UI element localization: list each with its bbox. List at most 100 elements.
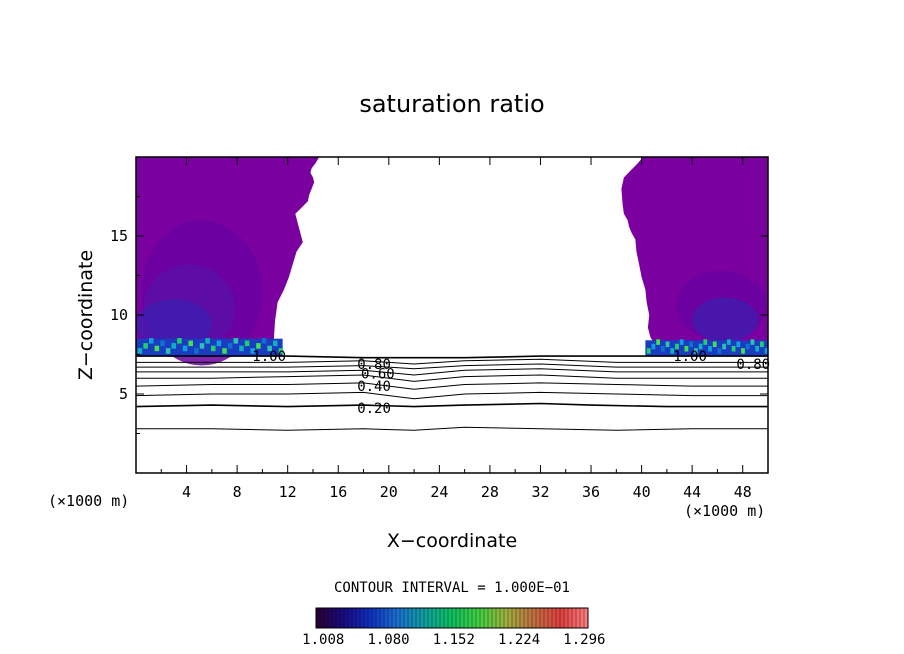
band-cell [712,341,717,348]
x-axis-ticks: 4 8 12 16 20 24 28 32 36 40 44 48 [160,157,752,501]
band-cell [717,348,722,354]
contour-line [136,368,768,376]
band-cell [227,343,233,349]
x-tick-label: 28 [481,483,499,501]
band-cell [665,341,670,348]
chart-title: saturation ratio [359,90,544,118]
band-cell [745,343,750,350]
band-cell [188,340,193,347]
band-cell [731,345,736,352]
contour-lines [136,355,768,431]
contour-label: 1.00 [252,349,286,365]
band-cell [726,339,731,345]
colorbar-label: 1.080 [367,632,409,648]
x-tick-label: 4 [182,483,191,501]
contour-label: 0.80 [357,357,391,373]
contour-label: 1.00 [673,349,707,365]
band-cell [137,348,143,354]
band-cell [684,345,689,352]
y-tick-label: 5 [119,385,128,403]
x-tick-label: 36 [582,483,600,501]
band-cell [660,345,665,352]
contour-line [136,358,768,365]
x-tick-label: 44 [683,483,701,501]
contour-line [136,402,768,408]
plot-field [136,157,768,473]
band-cell [670,348,675,354]
band-cell [679,339,684,345]
colorbar-labels: 1.008 1.080 1.152 1.224 1.296 [302,632,605,648]
contour-interval: CONTOUR INTERVAL = 1.000E−01 [334,580,570,596]
contour-label: 0.20 [357,401,391,417]
band-cell [160,340,165,347]
band-cell [165,348,171,354]
x-tick-label: 8 [233,483,242,501]
band-cell [256,343,261,349]
band-cell [736,341,741,348]
band-cell [656,339,661,345]
y-axis-label: Z−coordinate [75,250,97,380]
band-cell [250,348,255,354]
band-cell [755,345,760,352]
band-cell [273,340,278,347]
band-cell [703,339,708,345]
x-axis-label: X−coordinate [387,530,517,552]
contour-label: 0.80 [736,357,770,373]
band-cell [267,345,272,352]
band-cell [764,348,768,354]
band-cell [278,348,284,354]
band-cell [199,343,205,349]
contour-label: 0.40 [357,379,391,395]
band-cell [211,345,216,352]
structure-lobe [692,297,758,342]
band-cell [143,343,148,349]
band-cell [741,348,745,354]
band-cell [216,340,222,347]
band-cell [261,338,267,344]
band-cell [233,338,239,344]
band-cell [148,338,154,344]
band-cell [759,341,764,348]
band-cell [646,348,651,354]
band-cell [222,348,227,354]
contour-line [136,382,768,390]
band-cell [693,348,698,354]
x-tick-label: 40 [633,483,651,501]
band-cell [154,345,160,352]
y-tick-label: 15 [110,227,128,245]
contour-line [136,355,768,359]
band-cell [651,343,656,350]
band-cell [239,345,244,352]
colorbar-label: 1.296 [563,632,605,648]
x-tick-label: 16 [329,483,347,501]
colorbar-stripes [319,608,585,628]
x-unit-right: (×1000 m) [684,502,765,520]
y-tick-label: 10 [110,306,128,324]
band-cell [205,338,210,344]
colorbar-label: 1.224 [498,632,540,648]
band-cell [182,345,188,352]
x-tick-label: 24 [430,483,448,501]
contour-line [136,363,768,370]
colorbar-frame [315,607,589,629]
y-axis-ticks: 5 10 15 [110,196,768,434]
band-cell [171,343,177,349]
colorbar [316,608,588,628]
band-cell [722,343,727,350]
x-tick-label: 20 [380,483,398,501]
band-cell [750,339,755,345]
contour-label: 0.60 [361,366,395,382]
band-cell [689,341,694,348]
colorbar-label: 1.152 [433,632,475,648]
band-cell [244,340,250,347]
band-cell [708,345,712,352]
contour-line [136,374,768,382]
band-cell [698,343,703,350]
contour-line [136,426,768,431]
colorbar-label: 1.008 [302,632,344,648]
x-tick-label: 32 [531,483,549,501]
cloud-structure [136,220,768,366]
x-tick-label: 12 [279,483,297,501]
band-cell [194,348,199,354]
